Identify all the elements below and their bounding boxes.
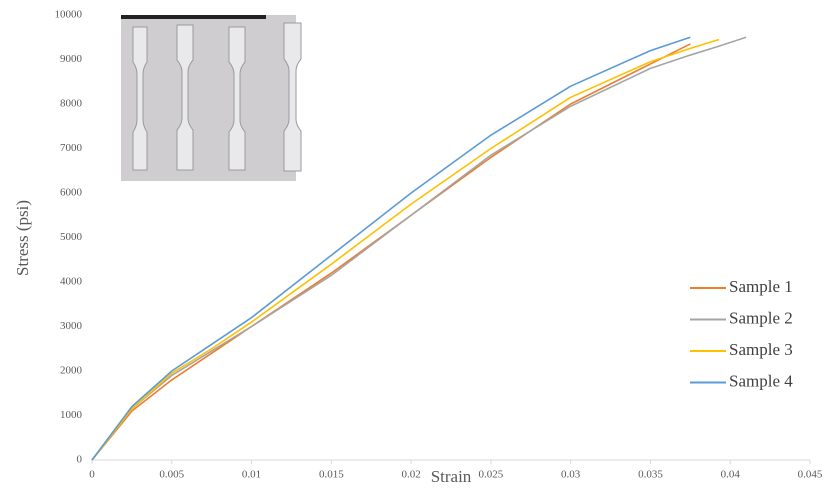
inset-photo (121, 15, 302, 181)
x-tick-label: 0.01 (242, 469, 261, 481)
y-axis-title: Stress (psi) (13, 200, 32, 276)
x-tick-label: 0.045 (798, 469, 823, 481)
y-tick-label: 9000 (60, 53, 83, 65)
x-tick-label: 0.02 (401, 469, 420, 481)
y-tick-label: 5000 (60, 231, 83, 243)
y-tick-label: 0 (77, 454, 83, 466)
data-line (91, 38, 720, 461)
x-tick-label: 0.015 (319, 469, 344, 481)
y-tick-label: 10000 (55, 9, 83, 21)
legend-label: Sample 4 (729, 371, 793, 390)
x-tick-label: 0.03 (561, 469, 581, 481)
data-line (91, 36, 691, 461)
legend-label: Sample 1 (729, 277, 793, 296)
y-tick-label: 4000 (60, 276, 83, 288)
y-tick-label: 3000 (60, 320, 83, 332)
y-tick-label: 7000 (60, 142, 83, 154)
x-tick-label: 0.025 (479, 469, 504, 481)
legend-label: Sample 2 (729, 308, 793, 327)
y-tick-label: 6000 (60, 187, 83, 199)
data-line (91, 43, 691, 461)
x-tick-label: 0.005 (159, 469, 184, 481)
y-tick-label: 8000 (60, 98, 83, 110)
y-tick-label: 2000 (60, 365, 83, 377)
y-tick-label: 1000 (60, 409, 83, 421)
x-tick-label: 0.04 (721, 469, 741, 481)
legend-label: Sample 3 (729, 340, 793, 359)
x-tick-label: 0.035 (638, 469, 663, 481)
data-line (91, 36, 747, 461)
x-axis-title: Strain (431, 467, 472, 486)
x-tick-label: 0 (89, 469, 95, 481)
